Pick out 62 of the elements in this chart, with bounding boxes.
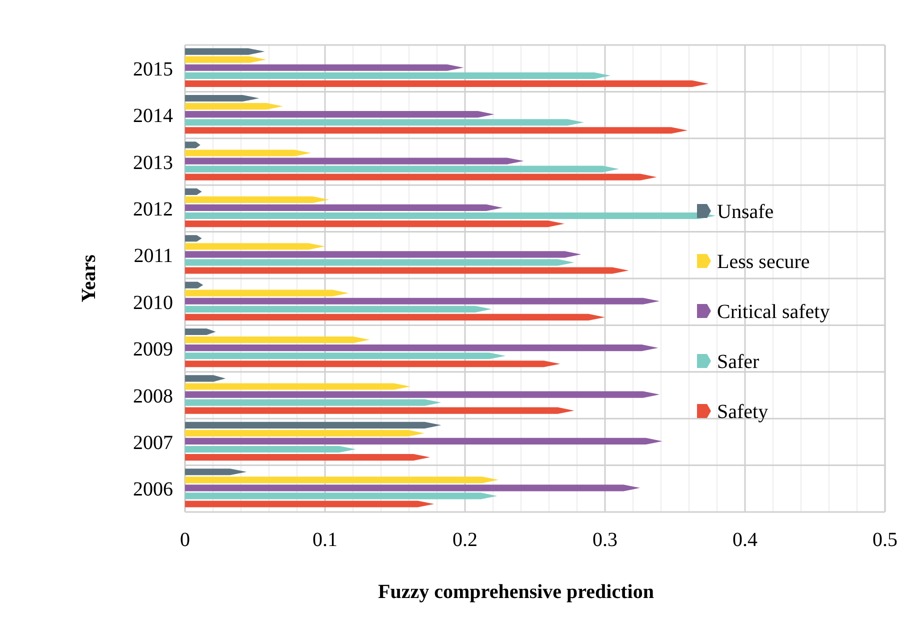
- bar: [185, 290, 349, 296]
- bar: [185, 500, 434, 508]
- bar: [185, 446, 356, 453]
- bar: [185, 476, 499, 484]
- bar: [185, 243, 325, 250]
- bar: [185, 484, 640, 492]
- bar: [185, 492, 498, 500]
- x-tick-label: 0.3: [592, 529, 618, 551]
- bar: [185, 306, 492, 312]
- bar: [185, 259, 574, 266]
- bar: [185, 127, 688, 134]
- x-tick-label: 0: [180, 529, 190, 551]
- bar: [185, 212, 716, 220]
- bar: [185, 196, 330, 203]
- y-tick-label: 2008: [133, 385, 173, 408]
- bar: [185, 336, 370, 344]
- y-tick-label: 2009: [133, 338, 173, 361]
- bar: [185, 166, 619, 172]
- bar: [185, 422, 442, 428]
- y-axis-title: Years: [78, 254, 100, 302]
- bar: [185, 204, 503, 212]
- bar: [185, 111, 494, 118]
- legend-label: Critical safety: [717, 301, 830, 323]
- bar: [185, 344, 658, 352]
- x-tick-label: 0.5: [872, 529, 898, 551]
- y-tick-label: 2014: [133, 105, 173, 128]
- legend-label: Safety: [717, 401, 768, 423]
- y-tick-label: 2015: [133, 58, 173, 80]
- bar: [185, 64, 464, 71]
- y-tick-label: 2011: [134, 245, 173, 268]
- bar: [185, 298, 660, 304]
- x-tick-label: 0.2: [452, 529, 478, 551]
- y-tick-label: 2012: [133, 198, 173, 220]
- y-tick-label: 2007: [133, 432, 173, 454]
- bar: [185, 454, 430, 461]
- y-tick-label: 2013: [133, 152, 173, 174]
- bar: [185, 174, 657, 180]
- x-tick-label: 0.1: [312, 529, 338, 551]
- legend-label: Safer: [717, 351, 760, 373]
- bar: [185, 360, 560, 368]
- bar: [185, 314, 605, 320]
- bar: [185, 430, 424, 436]
- bar: [185, 80, 709, 87]
- bar: [185, 220, 564, 228]
- bar: [185, 383, 410, 390]
- bar: [185, 158, 524, 164]
- bar: [185, 352, 506, 360]
- bar: [185, 407, 574, 414]
- bar: [185, 438, 662, 445]
- y-tick-label: 2010: [133, 292, 173, 314]
- bar: [185, 251, 582, 258]
- y-tick-label: 2006: [133, 478, 173, 501]
- bar: [185, 72, 611, 79]
- x-axis-title: Fuzzy comprehensive prediction: [378, 581, 654, 603]
- bar: [185, 399, 442, 406]
- bar: [185, 150, 311, 156]
- legend-label: Unsafe: [717, 201, 774, 223]
- bar: [185, 119, 584, 126]
- legend-label: Less secure: [717, 251, 810, 273]
- bar: [185, 267, 629, 274]
- x-tick-label: 0.4: [732, 529, 758, 551]
- bar: [185, 391, 660, 398]
